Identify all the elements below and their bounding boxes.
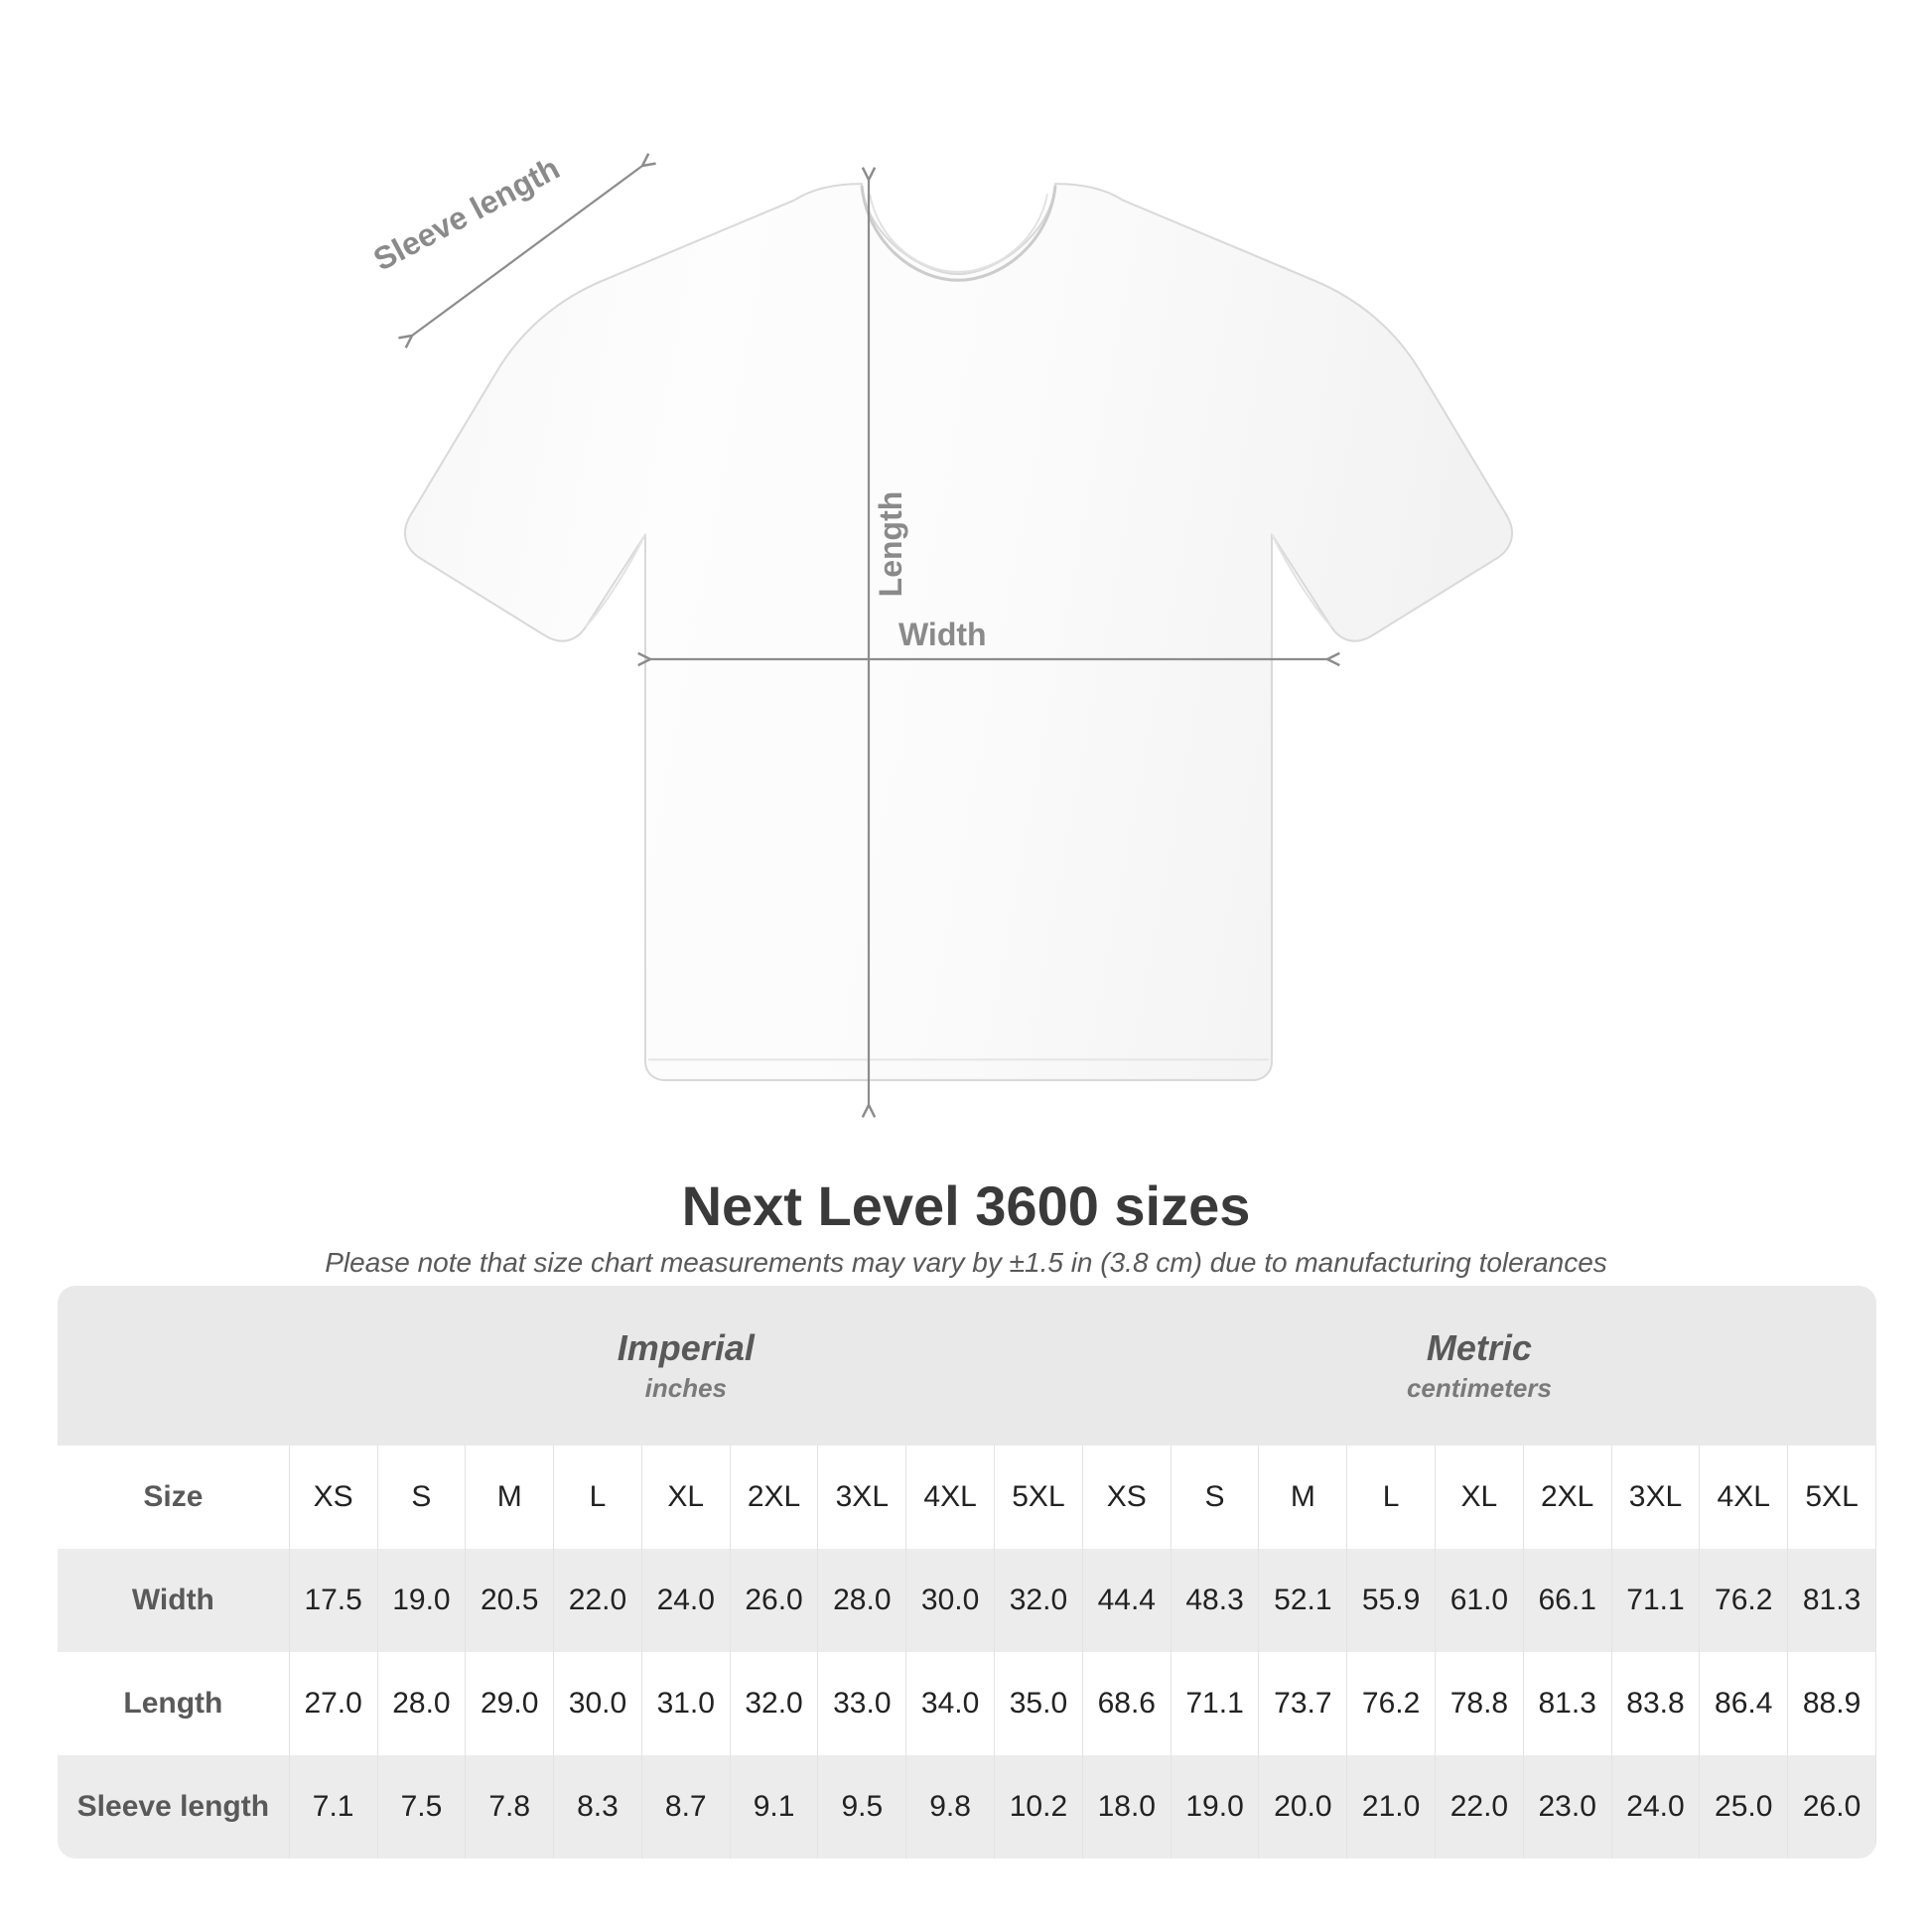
svg-text:Length: Length (873, 491, 908, 598)
svg-text:Width: Width (898, 617, 987, 652)
svg-text:Sleeve length: Sleeve length (367, 150, 565, 278)
